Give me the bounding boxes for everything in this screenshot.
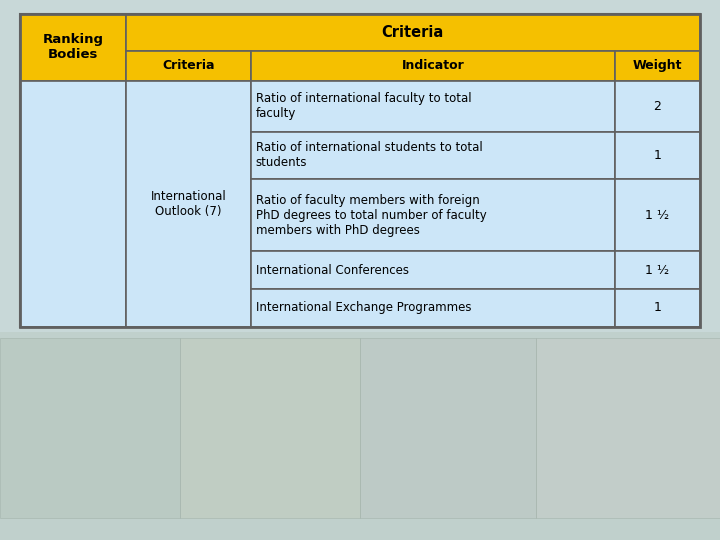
Text: 1: 1: [654, 149, 661, 162]
Bar: [0, 338, 180, 518]
Bar: [251, 132, 615, 179]
Text: 1 ½: 1 ½: [645, 264, 670, 276]
Bar: [20, 14, 125, 81]
Bar: [20, 14, 700, 327]
Text: Ratio of international faculty to total
faculty: Ratio of international faculty to total …: [256, 92, 471, 120]
Bar: [20, 81, 125, 327]
Text: International Exchange Programmes: International Exchange Programmes: [256, 301, 471, 314]
Bar: [615, 51, 700, 81]
Bar: [251, 51, 615, 81]
Bar: [360, 338, 536, 518]
Bar: [251, 251, 615, 289]
Text: Criteria: Criteria: [162, 59, 215, 72]
Bar: [125, 14, 700, 51]
Bar: [615, 132, 700, 179]
Text: Ratio of faculty members with foreign
PhD degrees to total number of faculty
mem: Ratio of faculty members with foreign Ph…: [256, 194, 486, 237]
Bar: [125, 81, 251, 327]
Bar: [180, 338, 360, 518]
Bar: [536, 338, 720, 518]
Bar: [251, 179, 615, 251]
Text: 1 ½: 1 ½: [645, 208, 670, 222]
Bar: [615, 179, 700, 251]
Bar: [20, 14, 700, 327]
Bar: [0, 332, 720, 540]
Text: 2: 2: [654, 100, 661, 113]
Text: International Conferences: International Conferences: [256, 264, 408, 276]
Text: International
Outlook (7): International Outlook (7): [150, 190, 226, 218]
Bar: [615, 251, 700, 289]
Bar: [251, 81, 615, 132]
Bar: [615, 289, 700, 327]
Bar: [615, 81, 700, 132]
Text: Weight: Weight: [633, 59, 682, 72]
Bar: [251, 289, 615, 327]
Bar: [125, 51, 251, 81]
Text: Indicator: Indicator: [402, 59, 464, 72]
Text: Ranking
Bodies: Ranking Bodies: [42, 33, 104, 61]
Text: Criteria: Criteria: [382, 25, 444, 40]
Text: Ratio of international students to total
students: Ratio of international students to total…: [256, 141, 482, 170]
Text: 1: 1: [654, 301, 661, 314]
